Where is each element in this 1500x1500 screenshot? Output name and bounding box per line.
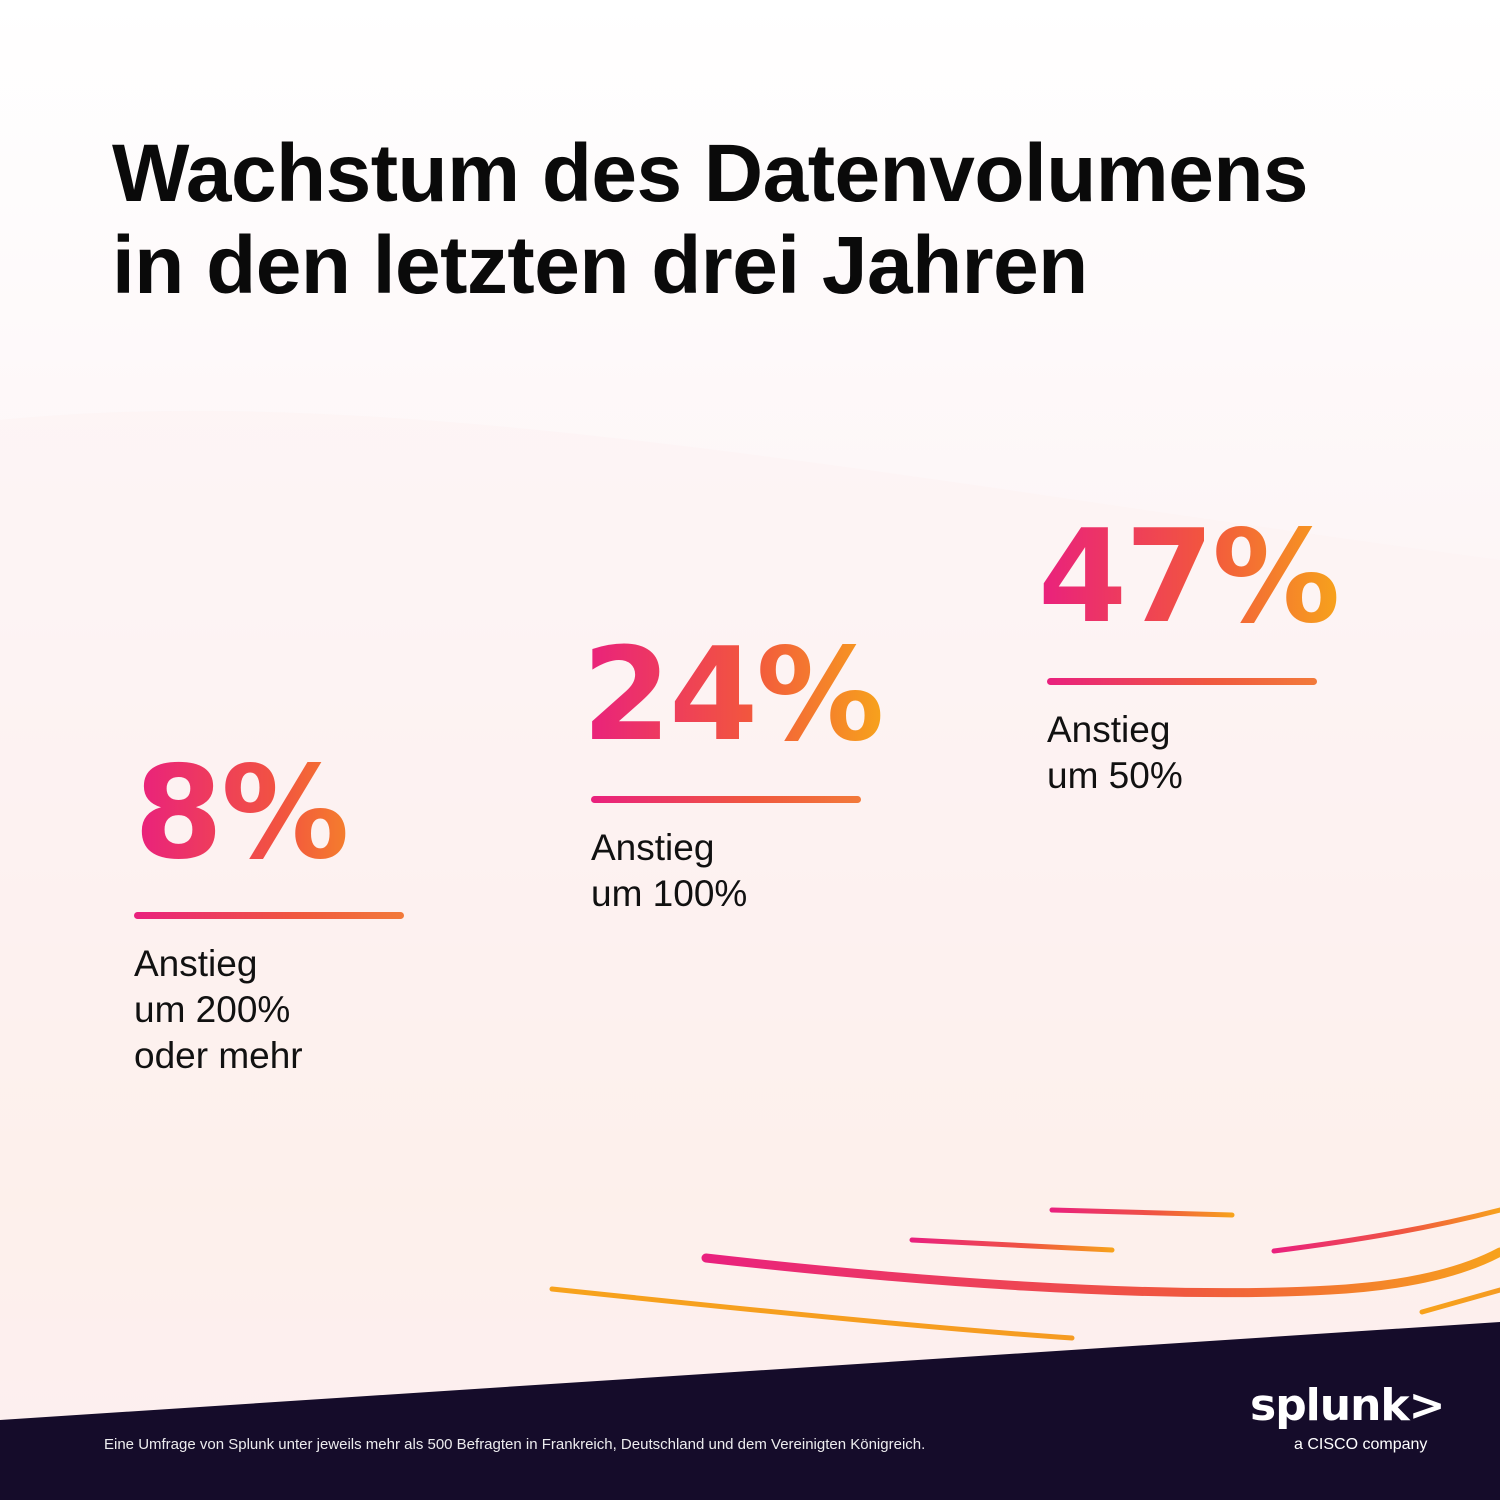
stat-divider-1 xyxy=(134,912,404,919)
motion-line-top xyxy=(1049,1207,1235,1218)
stat-value-8-percent: 8% xyxy=(134,750,404,878)
splunk-logo: splunk> a CISCO company xyxy=(1250,1382,1450,1454)
stat-item-3: 47% Anstieg um 50% xyxy=(1038,503,1340,799)
logo-wordmark: splunk> xyxy=(1250,1380,1446,1431)
motion-line-orange xyxy=(549,1286,1075,1341)
footer-band-shape xyxy=(0,1322,1500,1500)
stat-divider-2 xyxy=(591,796,861,803)
stat-item-1: 8% Anstieg um 200% oder mehr xyxy=(134,750,404,1079)
stat-value-47-percent: 47% xyxy=(1038,503,1340,652)
title-line-1: Wachstum des Datenvolumens xyxy=(112,128,1309,219)
motion-line-orange-right xyxy=(1419,1287,1500,1315)
stat-value-24-percent: 24% xyxy=(582,621,884,770)
title-line-2: in den letzten drei Jahren xyxy=(112,220,1088,311)
page-title: Wachstum des Datenvolumens in den letzte… xyxy=(112,128,1412,312)
footnote: Eine Umfrage von Splunk unter jeweils me… xyxy=(104,1436,926,1453)
motion-line-main xyxy=(701,1247,1500,1298)
stat-label-3: Anstieg um 50% xyxy=(1047,709,1183,796)
stat-label-1: Anstieg um 200% oder mehr xyxy=(134,943,303,1076)
stat-label-2: Anstieg um 100% xyxy=(591,827,748,914)
stat-item-2: 24% Anstieg um 100% xyxy=(582,621,884,917)
motion-line-right xyxy=(1271,1207,1500,1254)
motion-line-mid xyxy=(909,1237,1115,1253)
logo-tagline: a CISCO company xyxy=(1294,1436,1428,1453)
stat-divider-3 xyxy=(1047,678,1317,685)
